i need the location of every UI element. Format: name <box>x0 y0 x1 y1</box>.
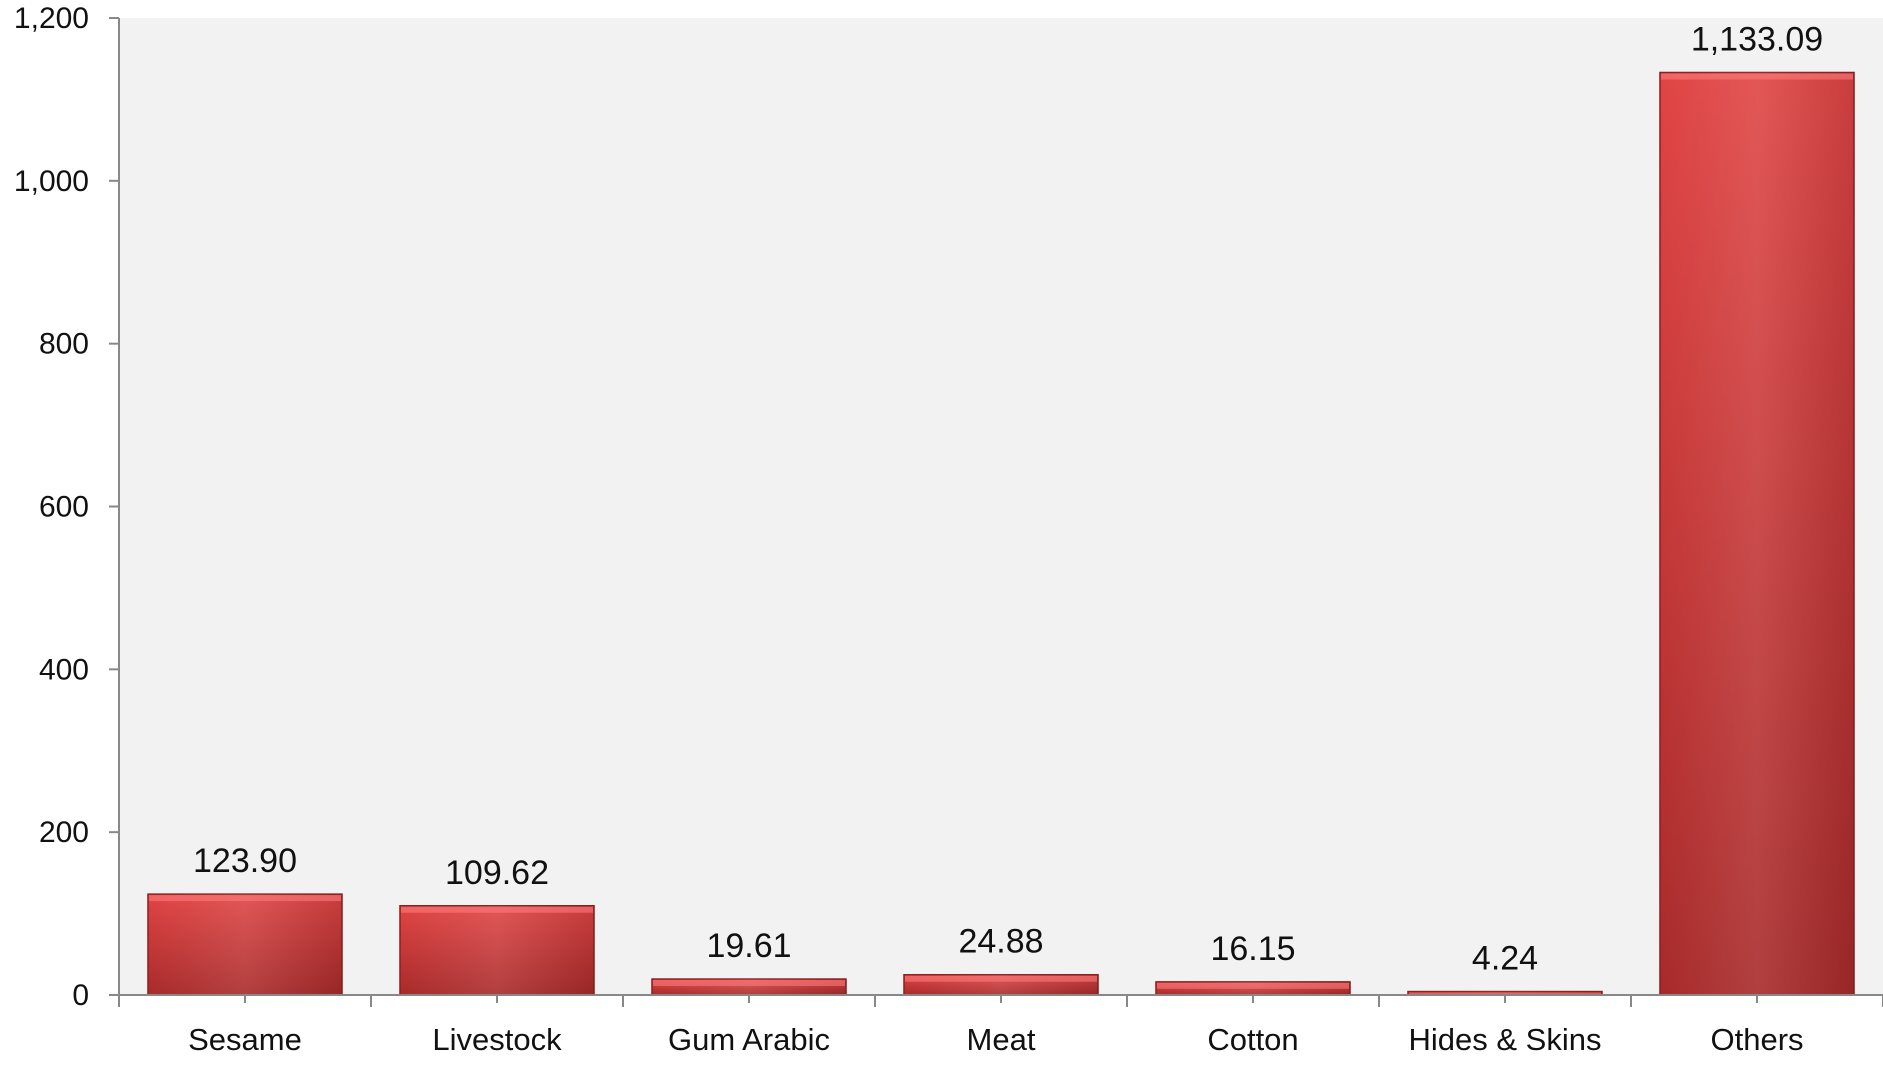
y-tick-label: 0 <box>72 979 89 1012</box>
bar-bevel <box>400 906 594 913</box>
data-label: 19.61 <box>706 927 791 965</box>
x-category-label: Others <box>1710 1022 1803 1057</box>
bar-livestock <box>399 905 595 996</box>
axes <box>109 17 1883 1007</box>
bar-bevel <box>652 980 846 987</box>
bar-meat <box>903 973 1099 996</box>
y-tick-label: 400 <box>39 653 89 686</box>
bar-shine <box>1659 72 1855 995</box>
data-label: 109.62 <box>445 854 549 892</box>
bar-bevel <box>1408 992 1602 995</box>
bar-bevel <box>904 975 1098 982</box>
data-label: 123.90 <box>193 842 297 880</box>
bars <box>147 71 1855 996</box>
data-label: 16.15 <box>1210 930 1295 968</box>
bar-bevel <box>1156 982 1350 989</box>
x-category-label: Cotton <box>1207 1022 1298 1057</box>
bar-others <box>1659 71 1855 996</box>
data-label: 1,133.09 <box>1691 20 1823 58</box>
bar-cotton <box>1155 981 1351 996</box>
bar-bevel <box>1660 73 1854 80</box>
x-category-label: Meat <box>967 1022 1036 1057</box>
y-tick-label: 600 <box>39 491 89 524</box>
x-category-label: Hides & Skins <box>1409 1022 1602 1057</box>
x-category-label: Gum Arabic <box>668 1022 830 1057</box>
y-tick-label: 800 <box>39 328 89 361</box>
x-category-label: Livestock <box>432 1022 562 1057</box>
y-tick-label: 200 <box>39 816 89 849</box>
labels: 0 200 400 600 800 1,000 1,200 123.90 Sesame 109.6… <box>14 2 1823 1057</box>
bar-sesame <box>147 893 343 996</box>
bar-bevel <box>148 895 342 902</box>
x-category-label: Sesame <box>188 1022 302 1057</box>
bar-shine <box>399 905 595 995</box>
bar-gum-arabic <box>651 978 847 996</box>
plot-area <box>119 18 1883 995</box>
bar-shine <box>147 894 343 995</box>
y-tick-label: 1,000 <box>14 165 89 198</box>
data-label: 4.24 <box>1472 940 1538 978</box>
y-tick-label: 1,200 <box>14 2 89 35</box>
data-label: 24.88 <box>958 923 1043 961</box>
